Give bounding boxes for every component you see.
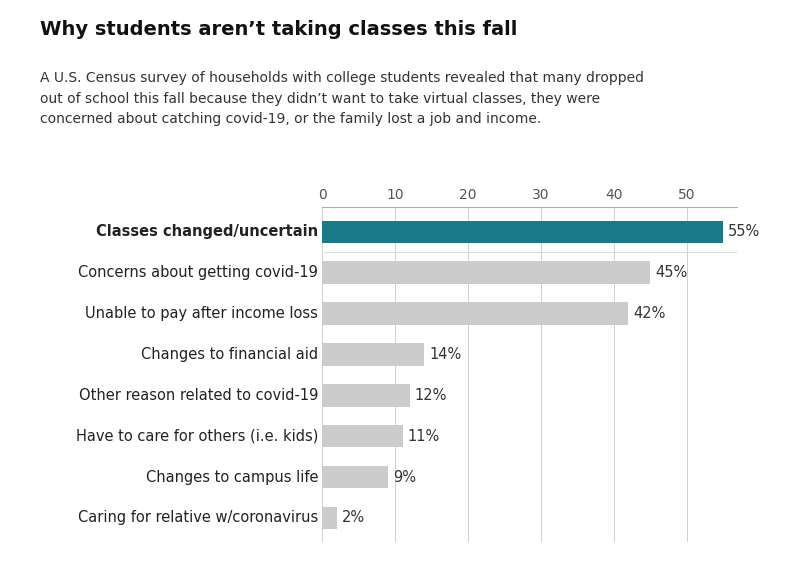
Bar bbox=[322, 425, 402, 448]
Text: A U.S. Census survey of households with college students revealed that many drop: A U.S. Census survey of households with … bbox=[40, 71, 644, 126]
Text: Changes to financial aid: Changes to financial aid bbox=[141, 347, 318, 362]
Bar bbox=[322, 384, 409, 407]
Bar bbox=[322, 466, 388, 488]
Bar bbox=[322, 302, 628, 325]
Text: 55%: 55% bbox=[728, 224, 760, 239]
Text: Caring for relative w/coronavirus: Caring for relative w/coronavirus bbox=[78, 511, 318, 525]
Text: Have to care for others (i.e. kids): Have to care for others (i.e. kids) bbox=[76, 429, 318, 444]
Text: 14%: 14% bbox=[430, 347, 462, 362]
Text: Other reason related to covid-19: Other reason related to covid-19 bbox=[79, 388, 318, 403]
Text: Concerns about getting covid-19: Concerns about getting covid-19 bbox=[78, 265, 318, 280]
Text: Unable to pay after income loss: Unable to pay after income loss bbox=[85, 306, 318, 321]
Bar bbox=[322, 343, 424, 366]
Text: 12%: 12% bbox=[415, 388, 447, 403]
Text: 9%: 9% bbox=[393, 470, 416, 485]
Bar bbox=[322, 261, 650, 284]
Text: 11%: 11% bbox=[408, 429, 440, 444]
Text: Changes to campus life: Changes to campus life bbox=[146, 470, 318, 485]
Bar bbox=[322, 507, 337, 529]
Bar bbox=[322, 220, 723, 243]
Text: Classes changed/uncertain: Classes changed/uncertain bbox=[96, 224, 318, 239]
Text: 42%: 42% bbox=[634, 306, 666, 321]
Text: 2%: 2% bbox=[342, 511, 365, 525]
Text: Why students aren’t taking classes this fall: Why students aren’t taking classes this … bbox=[40, 20, 517, 39]
Text: 45%: 45% bbox=[655, 265, 688, 280]
